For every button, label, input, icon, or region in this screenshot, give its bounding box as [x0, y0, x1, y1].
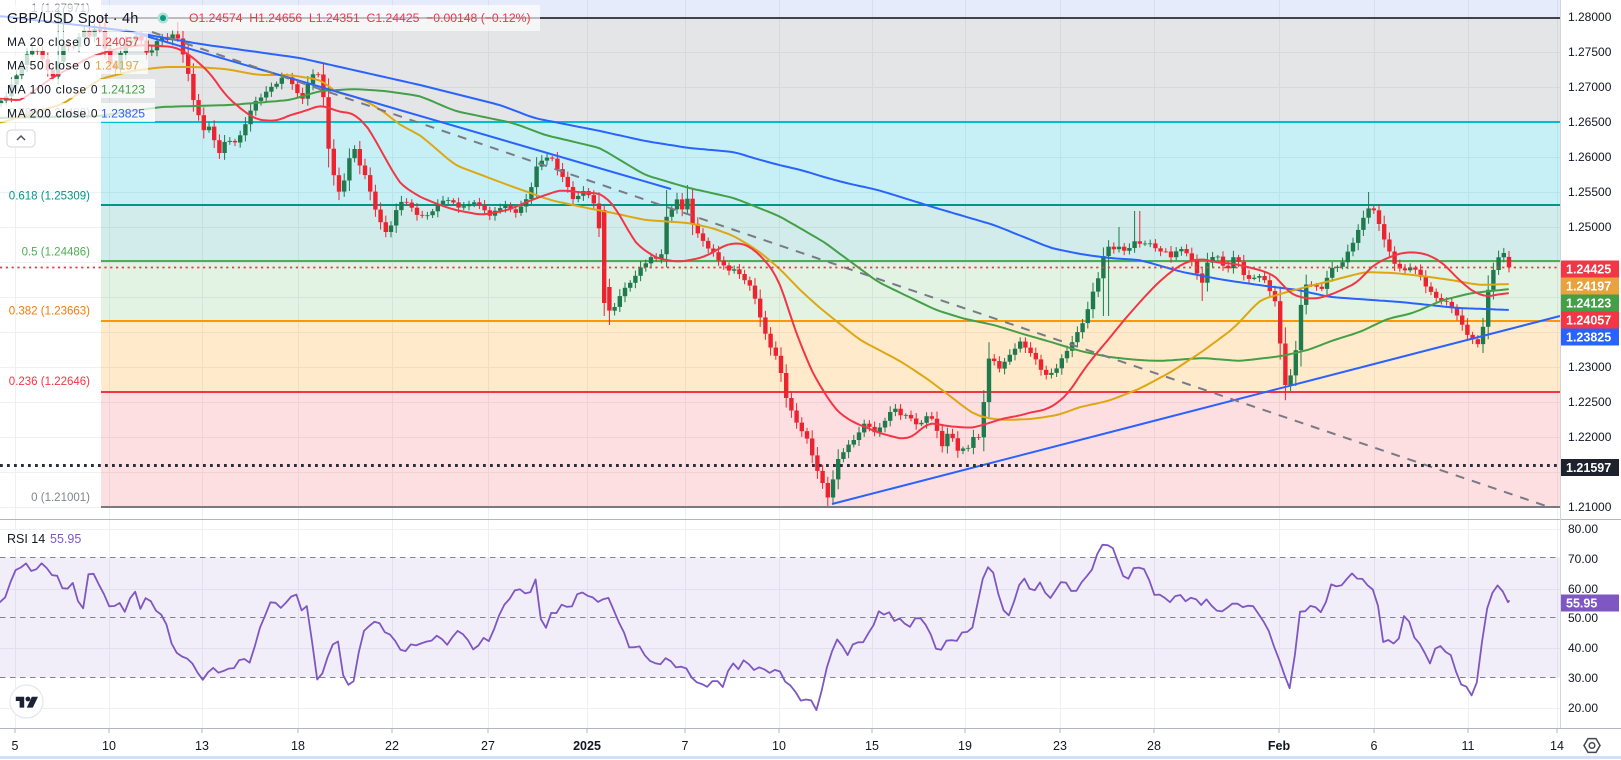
svg-text:1.21000: 1.21000	[1568, 500, 1612, 514]
svg-text:1.24425: 1.24425	[1566, 263, 1611, 277]
svg-text:1.24197: 1.24197	[95, 59, 139, 73]
svg-text:1.27500: 1.27500	[1568, 45, 1612, 59]
svg-text:18: 18	[291, 739, 305, 753]
svg-text:55.95: 55.95	[1566, 597, 1597, 611]
svg-text:1.22000: 1.22000	[1568, 430, 1612, 444]
svg-text:1.24057: 1.24057	[95, 35, 139, 49]
svg-text:1.25000: 1.25000	[1568, 220, 1612, 234]
svg-text:23: 23	[1053, 739, 1067, 753]
svg-text:60.00: 60.00	[1568, 582, 1598, 596]
svg-text:27: 27	[481, 739, 495, 753]
svg-text:1.23825: 1.23825	[101, 107, 145, 121]
svg-text:1.23000: 1.23000	[1568, 360, 1612, 374]
svg-text:19: 19	[958, 739, 972, 753]
svg-text:MA 20 close 0: MA 20 close 0	[7, 35, 91, 49]
svg-text:1.23825: 1.23825	[1566, 331, 1611, 345]
svg-text:GBP/USD Spot · 4h: GBP/USD Spot · 4h	[7, 11, 139, 27]
svg-text:10: 10	[772, 739, 786, 753]
svg-text:MA 200 close 0: MA 200 close 0	[7, 107, 98, 121]
svg-text:0 (1.21001): 0 (1.21001)	[31, 492, 90, 504]
svg-text:O1.24574 H1.24656 L1.24351: O1.24574 H1.24656 L1.24351 C1.24425 −0.0…	[189, 11, 531, 25]
svg-text:1.24057: 1.24057	[1566, 314, 1611, 328]
svg-text:80.00: 80.00	[1568, 522, 1598, 536]
svg-text:1.28000: 1.28000	[1568, 10, 1612, 24]
svg-text:10: 10	[102, 739, 116, 753]
svg-text:13: 13	[195, 739, 209, 753]
svg-text:1.24197: 1.24197	[1566, 280, 1611, 294]
svg-text:6: 6	[1371, 739, 1378, 753]
svg-text:1.22500: 1.22500	[1568, 395, 1612, 409]
svg-text:15: 15	[865, 739, 879, 753]
svg-text:11: 11	[1462, 739, 1475, 753]
svg-text:2025: 2025	[573, 739, 601, 753]
svg-text:1.26500: 1.26500	[1568, 115, 1612, 129]
svg-text:MA 100 close 0: MA 100 close 0	[7, 83, 98, 97]
svg-text:1.25500: 1.25500	[1568, 185, 1612, 199]
svg-text:RSI 14: RSI 14	[7, 532, 45, 546]
svg-text:40.00: 40.00	[1568, 641, 1598, 655]
svg-text:1.24123: 1.24123	[1566, 297, 1611, 311]
svg-text:7: 7	[682, 739, 689, 753]
svg-text:0.236 (1.22646): 0.236 (1.22646)	[9, 376, 90, 388]
svg-text:MA 50 close 0: MA 50 close 0	[7, 59, 91, 73]
svg-text:30.00: 30.00	[1568, 671, 1598, 685]
svg-text:0.382 (1.23663): 0.382 (1.23663)	[9, 306, 90, 318]
svg-text:Feb: Feb	[1268, 739, 1291, 753]
svg-text:1.21597: 1.21597	[1566, 461, 1611, 475]
svg-text:20.00: 20.00	[1568, 701, 1598, 715]
svg-text:50.00: 50.00	[1568, 611, 1598, 625]
svg-text:22: 22	[385, 739, 399, 753]
svg-text:55.95: 55.95	[50, 532, 81, 546]
svg-text:14: 14	[1550, 739, 1564, 753]
svg-text:28: 28	[1147, 739, 1161, 753]
svg-text:0.5 (1.24486): 0.5 (1.24486)	[22, 247, 91, 259]
svg-text:1.24123: 1.24123	[101, 83, 145, 97]
svg-text:70.00: 70.00	[1568, 552, 1598, 566]
svg-text:0.618 (1.25309): 0.618 (1.25309)	[9, 191, 90, 203]
svg-text:1.27000: 1.27000	[1568, 80, 1612, 94]
svg-text:1.26000: 1.26000	[1568, 150, 1612, 164]
svg-text:5: 5	[12, 739, 19, 753]
